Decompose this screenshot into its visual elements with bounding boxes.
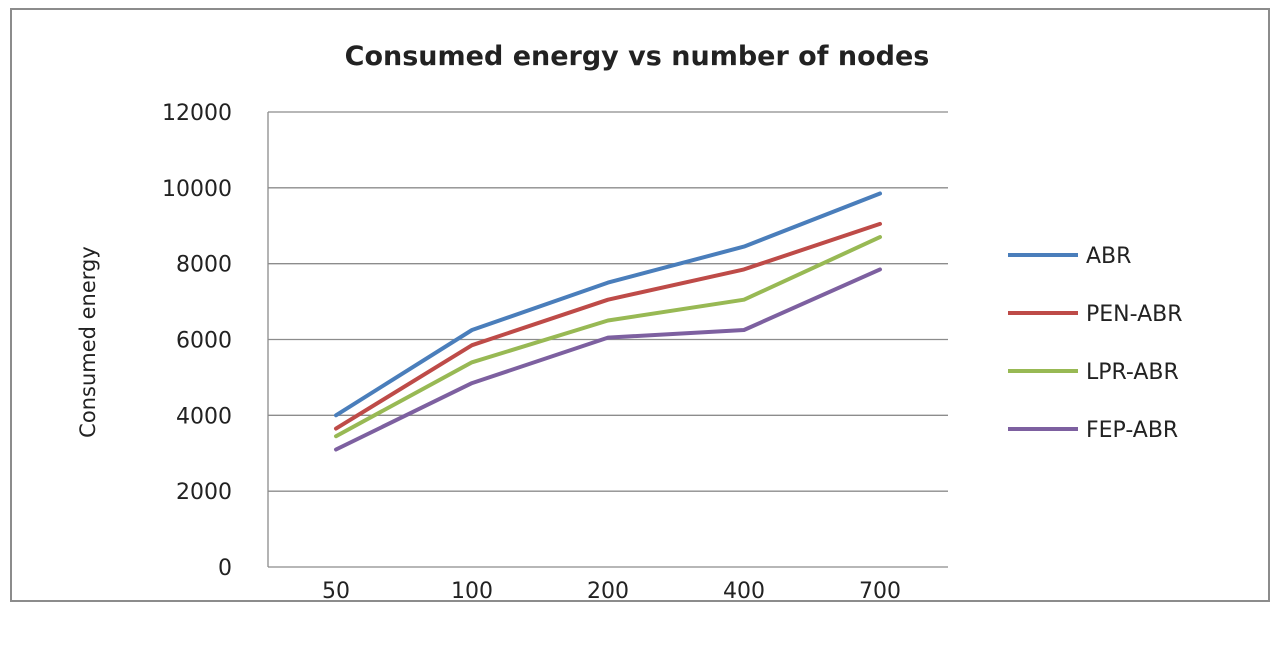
chart-title: Consumed energy vs number of nodes: [345, 41, 930, 72]
y-tick-labels: 0 2000 4000 6000 8000 10000 12000: [162, 101, 232, 581]
chart-frame: [10, 8, 1270, 602]
series-line-fep-abr: [334, 267, 882, 452]
x-tick-labels: 50 100 200 400 700: [322, 579, 901, 604]
series-line-pen-abr: [334, 221, 882, 431]
legend-label: FEP-ABR: [1086, 418, 1178, 443]
x-tick-label: 400: [723, 579, 765, 604]
series-line-abr: [334, 191, 882, 418]
legend-label: LPR-ABR: [1086, 360, 1179, 385]
series-line-lpr-abr: [334, 235, 882, 439]
y-tick-label: 12000: [162, 101, 232, 126]
y-tick-label: 10000: [162, 177, 232, 202]
x-tick-label: 50: [322, 579, 350, 604]
x-tick-label: 100: [451, 579, 493, 604]
x-tick-label: 700: [859, 579, 901, 604]
axes: [267, 112, 948, 568]
y-tick-label: 6000: [176, 329, 232, 354]
y-tick-label: 8000: [176, 253, 232, 278]
legend: ABR PEN-ABR LPR-ABR FEP-ABR: [1008, 244, 1183, 443]
y-axis-label: Consumed energy: [76, 246, 100, 438]
y-tick-label: 4000: [176, 404, 232, 429]
y-tick-label: 2000: [176, 480, 232, 505]
series-lines: [334, 191, 882, 452]
y-tick-label: 0: [218, 556, 232, 581]
x-tick-label: 200: [587, 579, 629, 604]
legend-label: PEN-ABR: [1086, 302, 1183, 327]
gridlines: [268, 111, 948, 492]
legend-label: ABR: [1086, 244, 1131, 269]
